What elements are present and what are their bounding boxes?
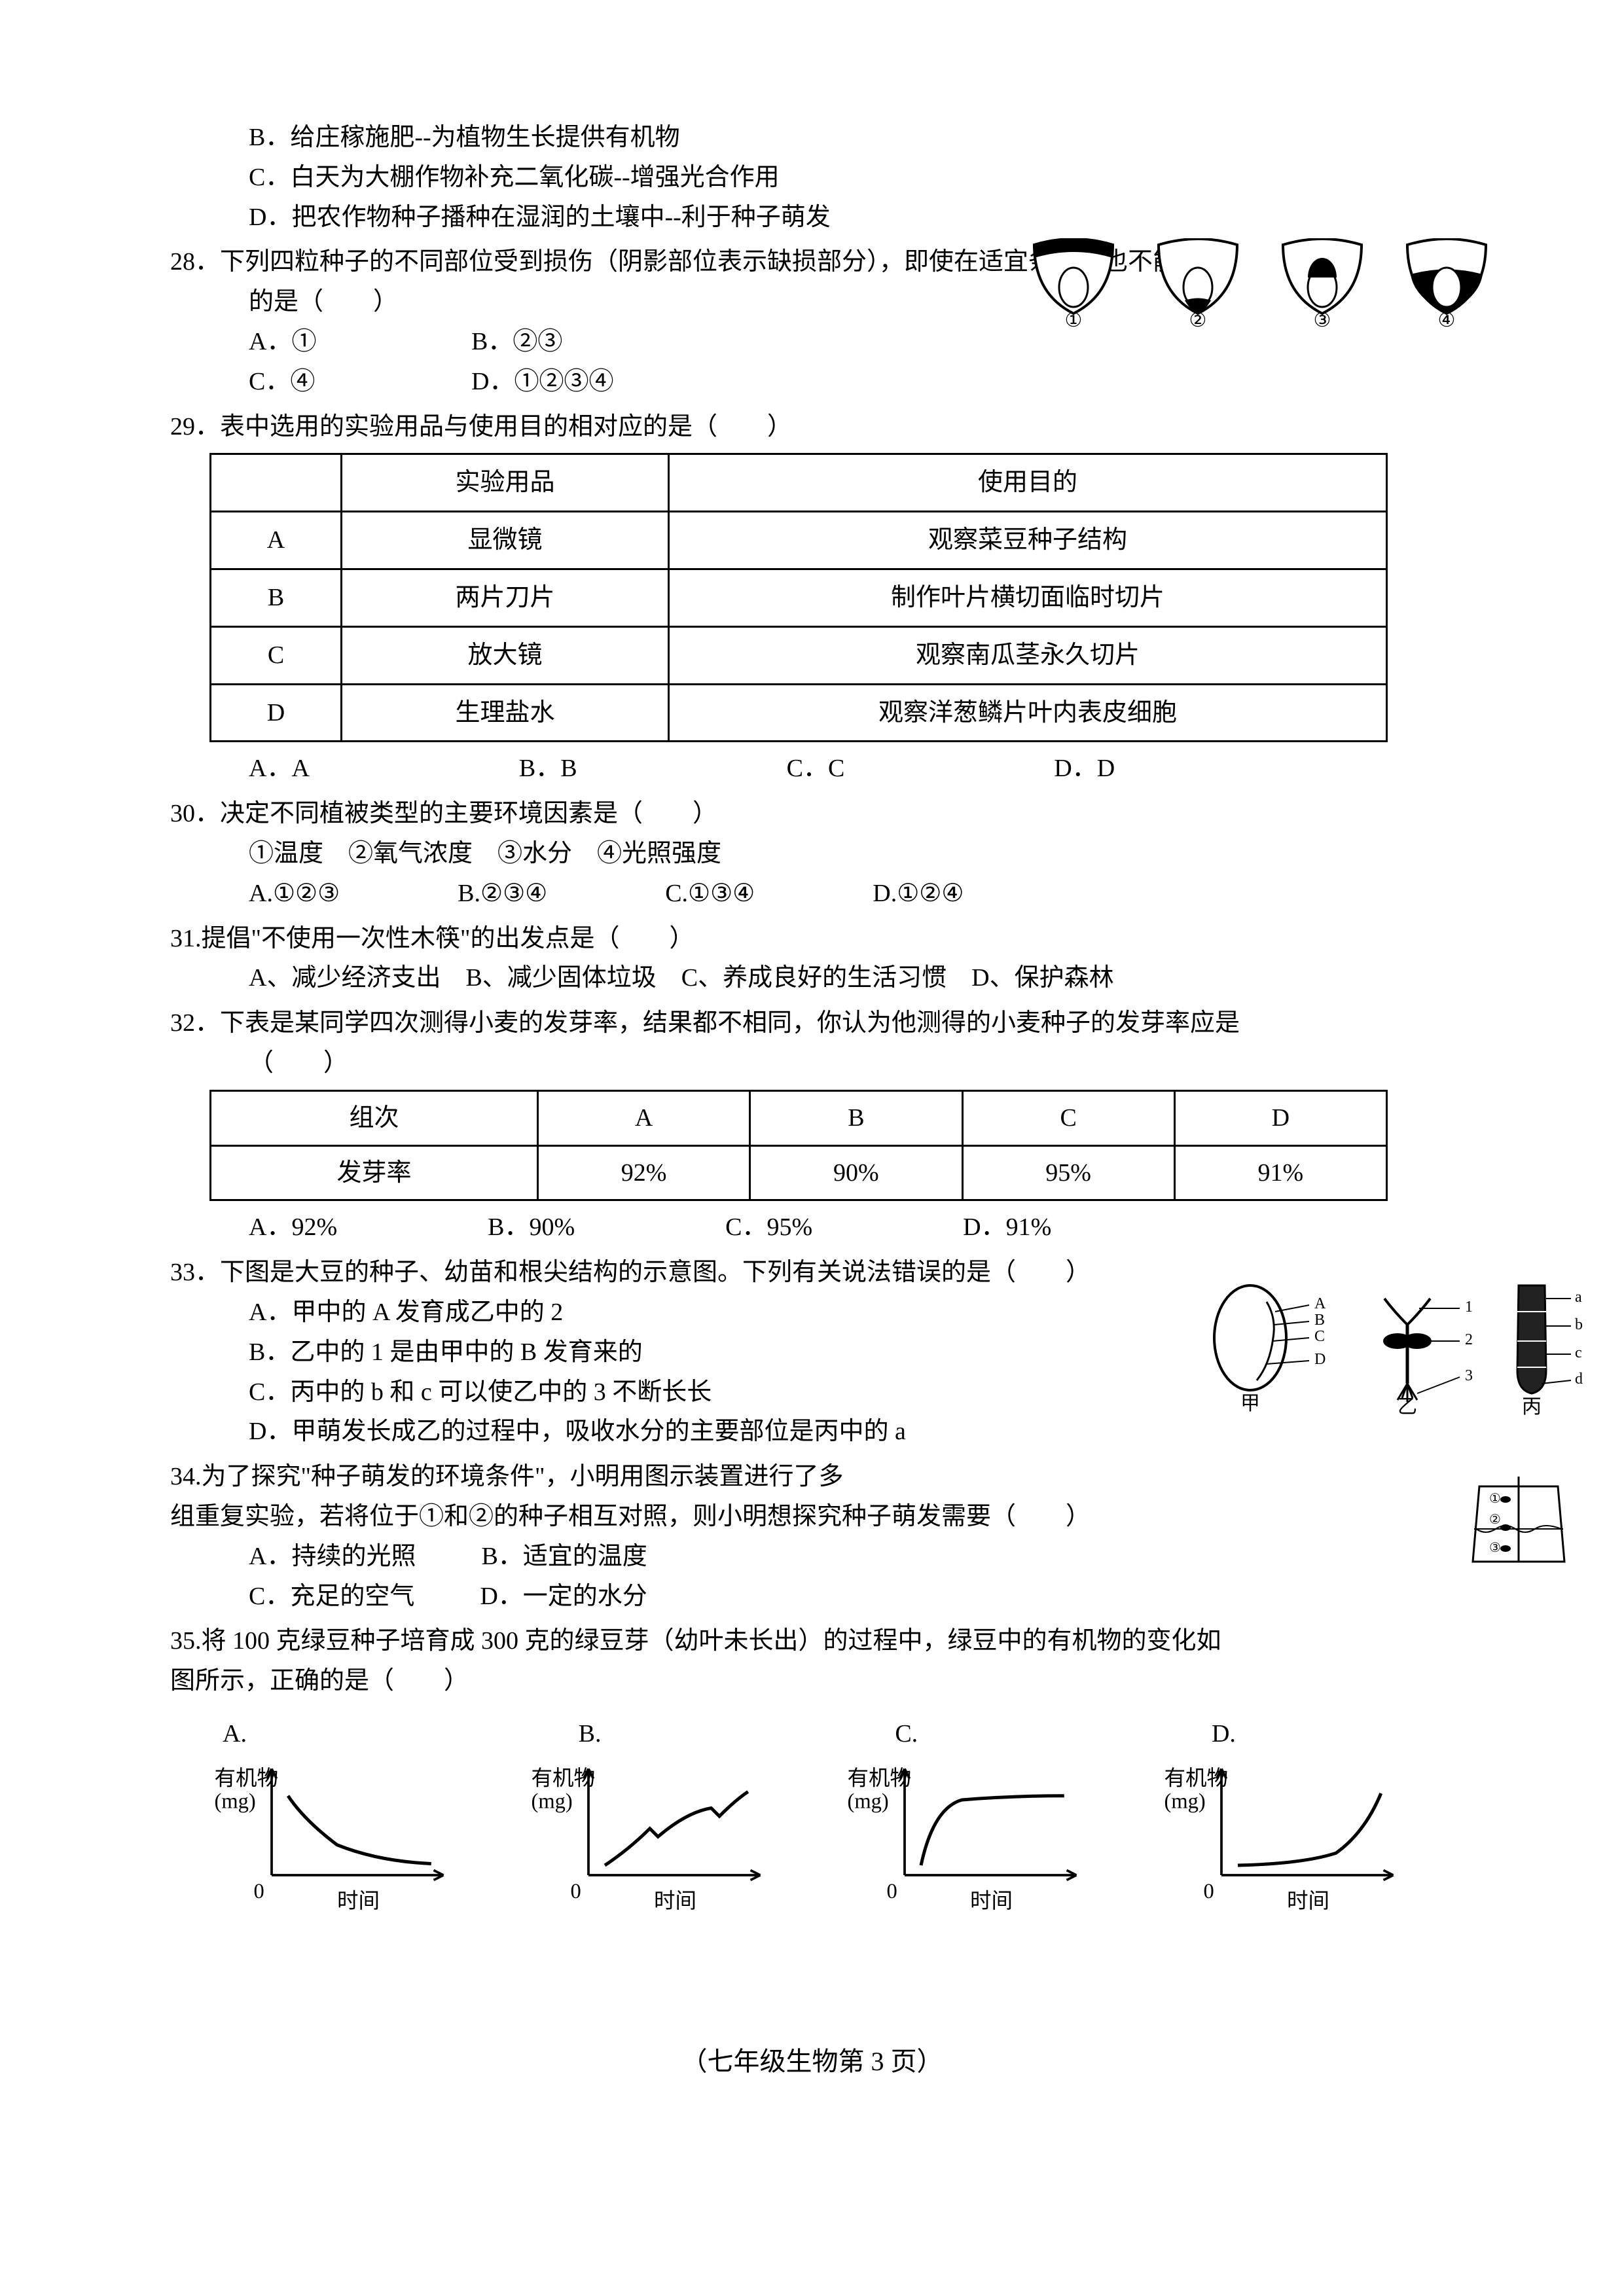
q29-opt-b: B．B: [519, 749, 577, 789]
svg-text:时间: 时间: [970, 1890, 1013, 1913]
svg-text:丙: 丙: [1522, 1396, 1542, 1416]
q32-table: 组次 A B C D 发芽率 92% 90% 95% 91%: [209, 1090, 1388, 1202]
q32-stem1: 32．下表是某同学四次测得小麦的发芽率，结果都不相同，你认为他测得的小麦种子的发…: [170, 1003, 1454, 1043]
svg-text:d: d: [1575, 1371, 1583, 1388]
svg-text:0: 0: [1203, 1880, 1214, 1903]
svg-text:乙: 乙: [1398, 1396, 1417, 1416]
svg-text:时间: 时间: [654, 1890, 696, 1913]
q28-opt-c: C．④: [249, 362, 419, 402]
svg-text:时间: 时间: [337, 1890, 380, 1913]
svg-text:(mg): (mg): [1164, 1789, 1205, 1813]
q32-stem2: （ ）: [170, 1043, 1454, 1083]
svg-text:①: ①: [1489, 1492, 1501, 1506]
q32-opt-a: A．92%: [249, 1208, 337, 1247]
q30-opt-a: A.①②③: [249, 874, 340, 914]
q35-stem2: 图所示，正确的是（ ）: [170, 1661, 1454, 1701]
svg-text:D: D: [1314, 1351, 1326, 1368]
q30-opt-d: D.①②④: [873, 874, 964, 914]
q29-opt-a: A．A: [249, 749, 310, 789]
q29-opt-c: C．C: [787, 749, 845, 789]
q28-opt-d: D．①②③④: [471, 362, 613, 402]
q31-opts: A、减少经济支出 B、减少固体垃圾 C、养成良好的生活习惯 D、保护森林: [170, 958, 1454, 998]
q30-opt-b: B.②③④: [458, 874, 547, 914]
svg-text:④: ④: [1438, 310, 1456, 330]
svg-text:②: ②: [1489, 1513, 1501, 1527]
page-footer: （七年级生物第 3 页）: [170, 2041, 1454, 2083]
q34-stem2: 组重复实验，若将位于①和②的种子相互对照，则小明想探究种子萌发需要（ ）: [170, 1497, 1454, 1537]
svg-text:B: B: [1314, 1312, 1325, 1329]
svg-text:有机物: 有机物: [531, 1766, 595, 1790]
q32-opt-c: C．95%: [725, 1208, 812, 1247]
q30-items: ①温度 ②氧气浓度 ③水分 ④光照强度: [170, 834, 1454, 874]
q29-table: 实验用品 使用目的 A显微镜观察菜豆种子结构 B两片刀片制作叶片横切面临时切片 …: [209, 453, 1388, 742]
svg-text:3: 3: [1465, 1367, 1473, 1384]
q35-stem1: 35.将 100 克绿豆种子培育成 300 克的绿豆芽（幼叶未长出）的过程中，绿…: [170, 1621, 1454, 1661]
q31-stem: 31.提倡"不使用一次性木筷"的出发点是（ ）: [170, 919, 1454, 959]
svg-text:(mg): (mg): [848, 1789, 889, 1813]
svg-text:有机物: 有机物: [848, 1766, 912, 1790]
svg-text:有机物: 有机物: [1164, 1766, 1228, 1790]
svg-text:b: b: [1575, 1316, 1583, 1333]
q33-figure: A B C D 甲 1 2 3 乙: [1191, 1279, 1617, 1429]
svg-text:③: ③: [1314, 310, 1331, 330]
svg-text:A: A: [1314, 1295, 1326, 1312]
q34-stem1: 34.为了探究"种子萌发的环境条件"，小明用图示装置进行了多: [170, 1457, 1454, 1497]
q28-opt-a: A．①: [249, 322, 419, 362]
q27-opt-c: C．白天为大棚作物补充二氧化碳--增强光合作用: [170, 158, 1454, 198]
q29-stem: 29．表中选用的实验用品与使用目的相对应的是（ ）: [170, 407, 1454, 447]
q30-opt-c: C.①③④: [665, 874, 755, 914]
svg-text:c: c: [1575, 1344, 1582, 1361]
svg-text:(mg): (mg): [531, 1789, 572, 1813]
svg-text:0: 0: [254, 1880, 264, 1903]
svg-text:时间: 时间: [1287, 1890, 1329, 1913]
svg-text:①: ①: [1065, 310, 1083, 330]
svg-text:2: 2: [1465, 1331, 1473, 1348]
svg-text:甲: 甲: [1240, 1393, 1260, 1414]
q34-opt-a: A．持续的光照: [249, 1537, 416, 1577]
q27-opt-b: B．给庄稼施肥--为植物生长提供有机物: [170, 118, 1454, 158]
q28-seeds-figure: ① ② ③ ④: [1008, 238, 1597, 342]
q32-opt-d: D．91%: [963, 1208, 1051, 1247]
q28-opt-b: B．②③: [471, 322, 562, 362]
q30-stem: 30．决定不同植被类型的主要环境因素是（ ）: [170, 794, 1454, 834]
q29-opt-d: D．D: [1054, 749, 1115, 789]
svg-text:1: 1: [1465, 1299, 1473, 1316]
q34-opt-d: D．一定的水分: [480, 1577, 647, 1617]
svg-text:有机物: 有机物: [215, 1766, 279, 1790]
svg-text:③: ③: [1489, 1541, 1501, 1555]
svg-text:(mg): (mg): [215, 1789, 256, 1813]
q34-opt-c: C．充足的空气: [249, 1577, 414, 1617]
svg-text:C: C: [1314, 1328, 1325, 1345]
q35-charts: A. 有机物(mg)0时间 B. 有机物(mg)0时间 C. 有机物(mg)0时…: [170, 1714, 1454, 1937]
svg-text:a: a: [1575, 1289, 1582, 1306]
q34-opt-b: B．适宜的温度: [481, 1537, 647, 1577]
svg-text:0: 0: [887, 1880, 897, 1903]
q32-opt-b: B．90%: [488, 1208, 575, 1247]
q34-figure: ① ② ③: [1466, 1477, 1571, 1587]
q27-opt-d: D．把农作物种子播种在湿润的土壤中--利于种子萌发: [170, 198, 1454, 238]
svg-text:0: 0: [570, 1880, 581, 1903]
svg-text:②: ②: [1189, 310, 1207, 330]
